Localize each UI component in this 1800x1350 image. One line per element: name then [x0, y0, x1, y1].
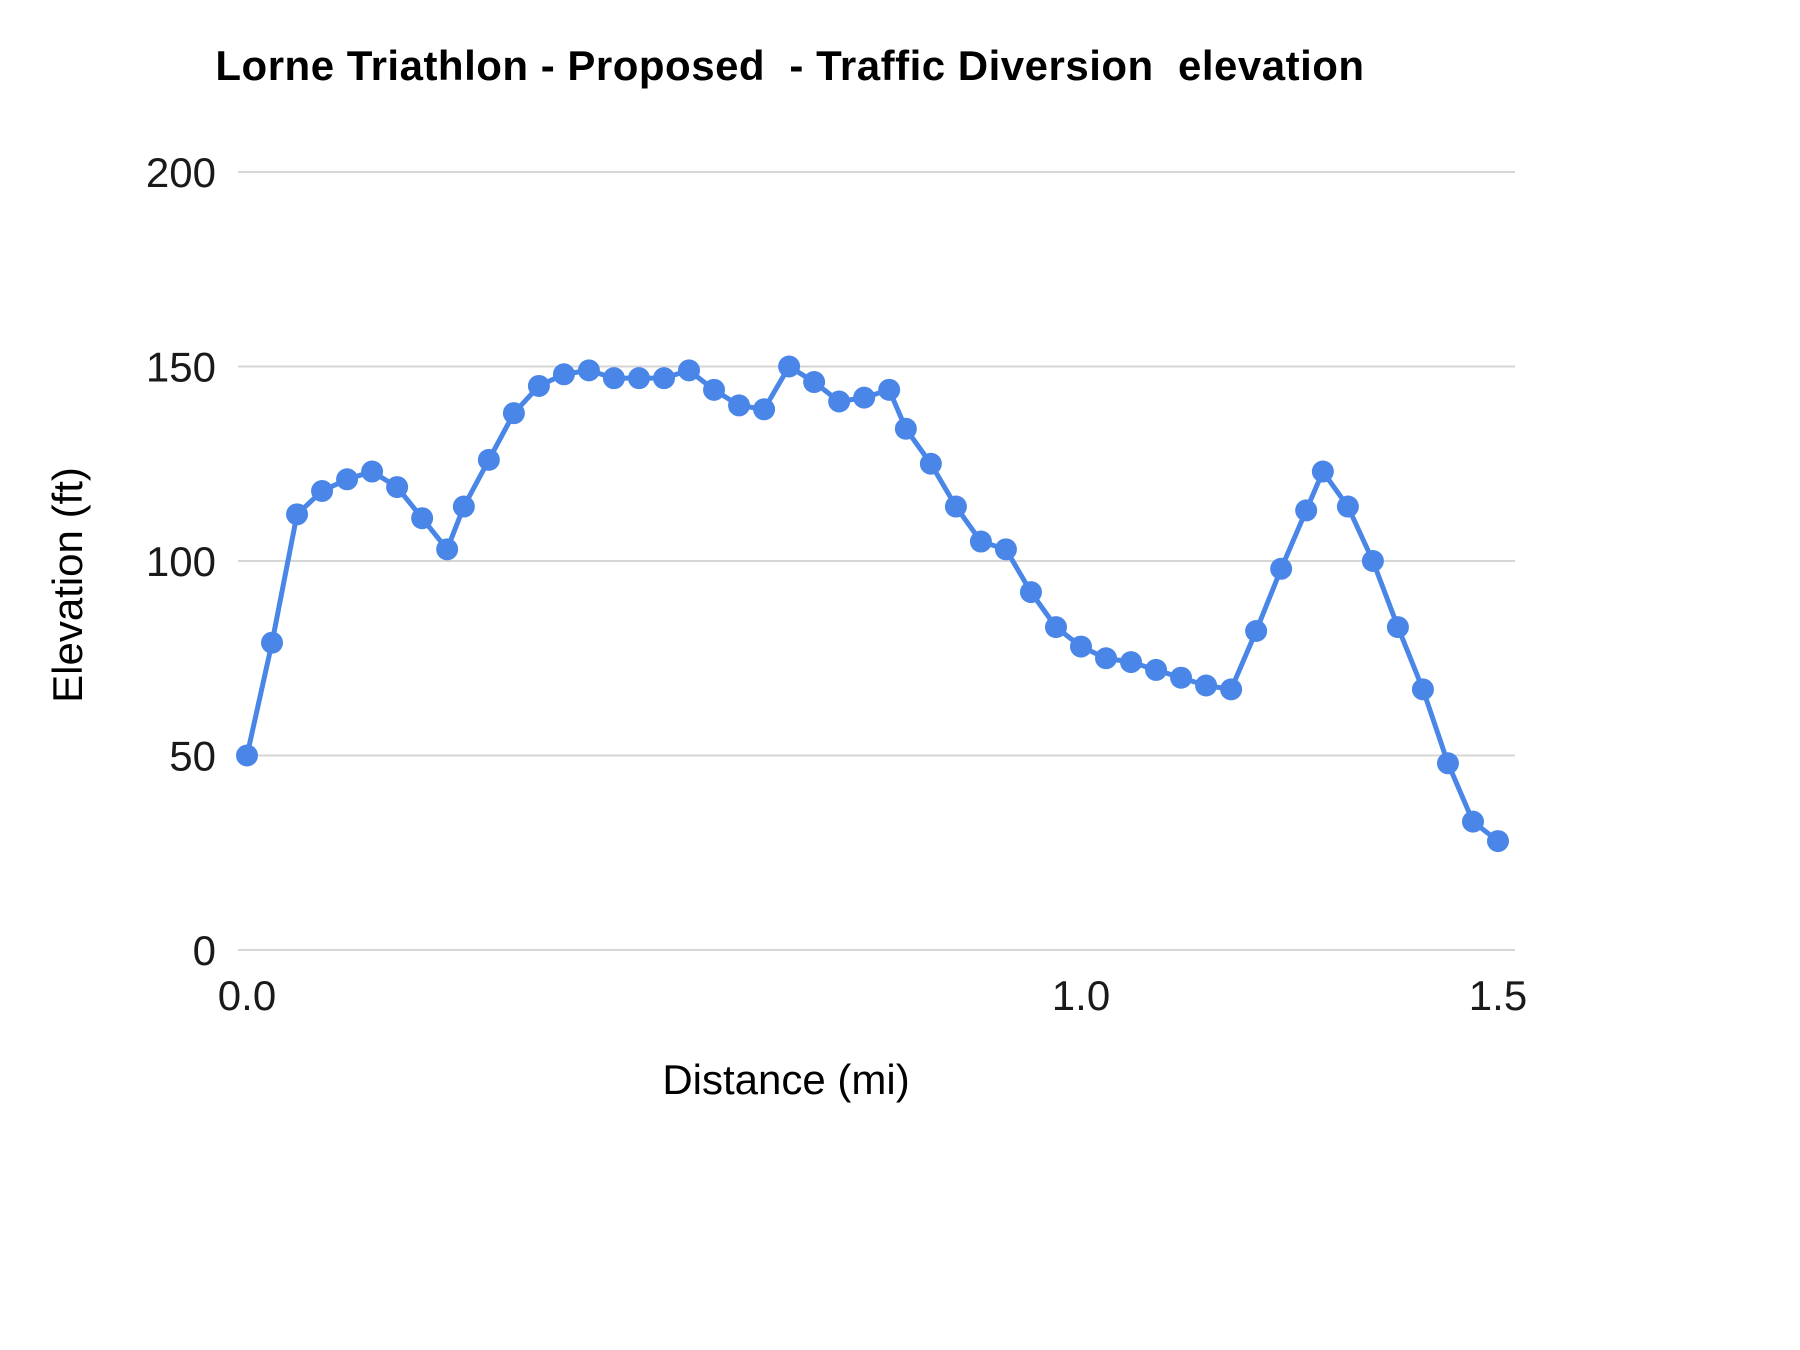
- x-tick-label: 0.0: [218, 972, 276, 1019]
- data-point-marker: [236, 744, 258, 767]
- data-point-marker: [1145, 658, 1168, 681]
- x-tick-label: 1.5: [1469, 972, 1527, 1019]
- data-point-marker: [1487, 830, 1509, 853]
- data-point-marker: [552, 363, 575, 386]
- data-point-marker: [969, 530, 992, 553]
- data-point-marker: [1270, 557, 1293, 580]
- data-point-marker: [477, 448, 500, 471]
- data-point-marker: [1070, 635, 1092, 658]
- y-tick-label: 0: [193, 927, 216, 974]
- data-point-marker: [828, 390, 851, 413]
- data-point-marker: [452, 495, 475, 518]
- data-point-marker: [753, 398, 776, 421]
- data-point-marker: [386, 476, 409, 499]
- data-point-marker: [1436, 752, 1459, 775]
- chart-title: Lorne Triathlon - Proposed - Traffic Div…: [215, 42, 1365, 89]
- data-point-marker: [1170, 666, 1193, 689]
- data-point-marker: [361, 460, 384, 483]
- data-point-marker: [527, 374, 550, 397]
- data-point-marker: [1411, 678, 1434, 701]
- data-point-marker: [261, 631, 284, 654]
- data-point-marker: [336, 468, 359, 491]
- data-point-marker: [1311, 460, 1334, 483]
- data-point-marker: [1386, 616, 1409, 639]
- y-tick-label: 100: [146, 538, 216, 585]
- data-point-marker: [1295, 499, 1318, 522]
- data-point-marker: [653, 367, 675, 390]
- data-point-marker: [994, 538, 1017, 561]
- data-point-marker: [1336, 495, 1359, 518]
- data-point-marker: [602, 367, 625, 390]
- data-point-marker: [627, 367, 650, 390]
- x-tick-label: 1.0: [1052, 972, 1110, 1019]
- data-point-marker: [1245, 620, 1268, 643]
- data-point-marker: [311, 479, 334, 502]
- x-axis-title: Distance (mi): [662, 1056, 910, 1103]
- data-point-marker: [728, 394, 751, 417]
- data-point-marker: [803, 371, 826, 394]
- data-point-marker: [878, 378, 901, 401]
- data-point-marker: [703, 378, 726, 401]
- data-point-marker: [678, 359, 701, 382]
- data-point-marker: [1461, 810, 1484, 833]
- data-point-marker: [778, 355, 801, 378]
- data-point-marker: [436, 538, 459, 561]
- data-point-marker: [1044, 616, 1067, 639]
- data-point-marker: [853, 386, 876, 409]
- data-point-marker: [1195, 674, 1218, 697]
- y-tick-label: 150: [146, 344, 216, 391]
- data-point-marker: [919, 452, 942, 475]
- data-point-marker: [944, 495, 967, 518]
- data-point-marker: [894, 417, 917, 440]
- data-point-marker: [1220, 678, 1243, 701]
- y-tick-label: 200: [146, 149, 216, 196]
- data-point-marker: [1361, 550, 1384, 572]
- data-point-marker: [1095, 647, 1118, 670]
- data-point-marker: [502, 402, 525, 425]
- data-point-marker: [1120, 651, 1143, 674]
- series-line: [244, 364, 1501, 844]
- data-point-marker: [411, 507, 434, 530]
- data-point-marker: [286, 503, 309, 526]
- data-point-marker: [1019, 581, 1042, 604]
- y-tick-label: 50: [169, 733, 216, 780]
- data-point-marker: [577, 359, 600, 382]
